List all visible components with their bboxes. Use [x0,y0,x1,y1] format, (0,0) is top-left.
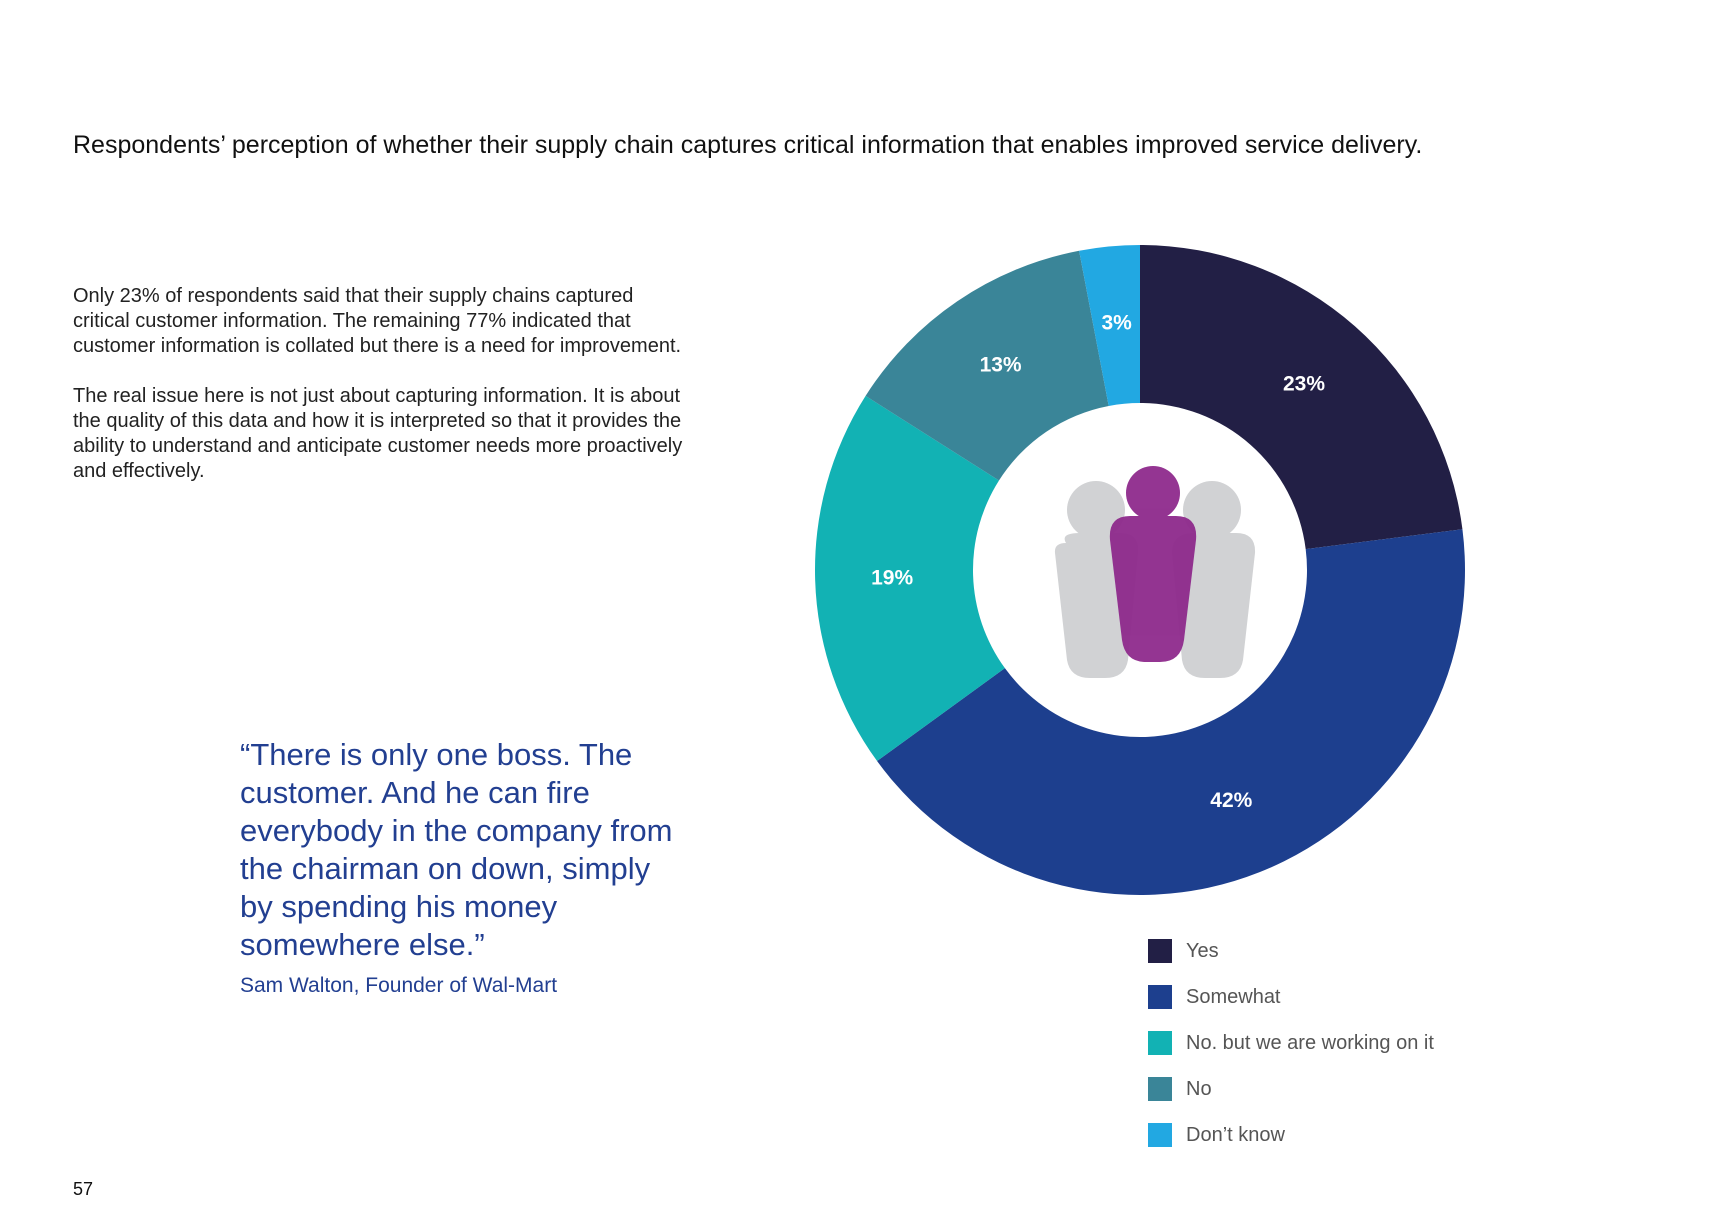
intro-paragraph-1: Only 23% of respondents said that their … [73,285,682,357]
donut-slice-no-but-we-are-working-on-it [815,395,1005,762]
slice-label-yes: 23% [1283,372,1325,395]
page-number: 57 [73,1179,94,1199]
legend-item-yes: Yes [1148,939,1434,963]
legend-item-working-on-it: No. but we are working on it [1148,1031,1434,1055]
legend-label-somewhat: Somewhat [1186,986,1281,1008]
legend-label-working-on-it: No. but we are working on it [1186,1032,1434,1054]
slice-labels: 23% 42% 19% 13% 3% [871,312,1325,812]
donut-slice-yes [1140,245,1463,550]
donut-slice-no [865,250,1109,481]
legend-swatch-somewhat [1148,985,1172,1009]
legend-swatch-working-on-it [1148,1031,1172,1055]
legend-label-yes: Yes [1186,940,1219,962]
page-title: Respondents’ perception of whether their… [73,131,1423,159]
legend-label-no: No [1186,1078,1212,1100]
slice-label-no: 13% [980,353,1022,376]
legend-item-dont-know: Don’t know [1148,1123,1434,1147]
donut-slices [815,245,1465,895]
pull-quote: “There is only one boss. The customer. A… [240,736,680,1000]
legend-item-no: No [1148,1077,1434,1101]
donut-chart: 23% 42% 19% 13% 3% [815,245,1465,895]
legend-swatch-no [1148,1077,1172,1101]
legend-item-somewhat: Somewhat [1148,985,1434,1009]
slice-label-don-t-know: 3% [1101,312,1132,335]
slice-label-no-but-we-are-working-on-it: 19% [871,566,913,589]
chart-legend: Yes Somewhat No. but we are working on i… [1148,939,1434,1169]
slice-label-somewhat: 42% [1210,789,1252,812]
quote-text: “There is only one boss. The customer. A… [240,737,673,962]
donut-slice-somewhat [877,529,1465,895]
legend-label-dont-know: Don’t know [1186,1124,1285,1146]
intro-paragraph-2: The real issue here is not just about ca… [73,385,683,482]
quote-author: Sam Walton, Founder of Wal-Mart [240,974,558,997]
people-group-icon [1054,466,1256,678]
donut-slice-don-t-know [1079,245,1140,406]
intro-text: Only 23% of respondents said that their … [73,284,693,509]
legend-swatch-yes [1148,939,1172,963]
legend-swatch-dont-know [1148,1123,1172,1147]
